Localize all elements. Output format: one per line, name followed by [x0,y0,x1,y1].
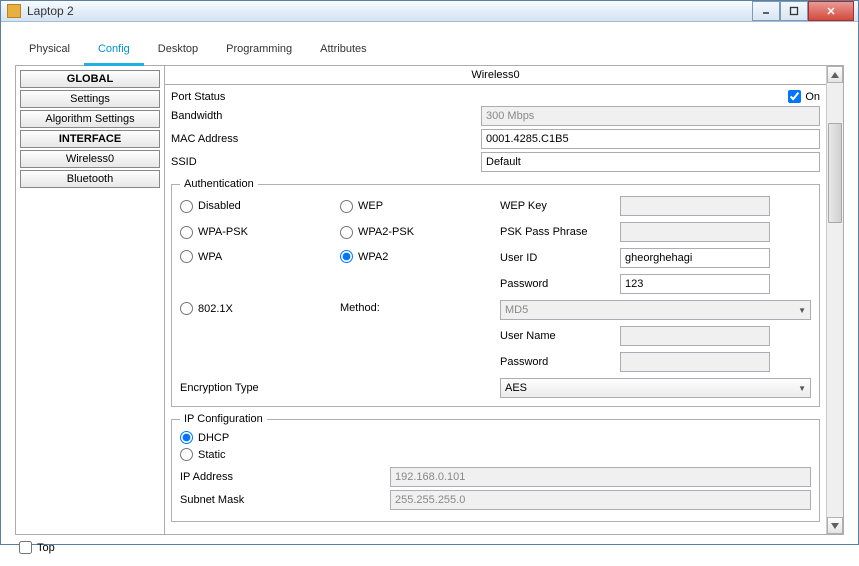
top-label: Top [37,542,55,554]
username-field [620,326,770,346]
panel-title: Wireless0 [165,66,826,85]
scroll-area: Wireless0 Port Status On Bandwidth [165,66,826,534]
scroll-track[interactable] [827,83,843,517]
radio-wpa[interactable]: WPA [180,248,340,263]
radio-disabled[interactable]: Disabled [180,200,340,213]
sidebar: GLOBAL Settings Algorithm Settings INTER… [16,66,164,534]
tabs: Physical Config Desktop Programming Attr… [15,36,844,66]
wep-key-field [620,196,770,216]
userid-field[interactable] [620,248,770,268]
ip-address-row: IP Address [180,467,811,487]
chevron-down-icon: ▼ [798,306,806,315]
scroll-up-button[interactable] [827,66,843,83]
radio-8021x[interactable]: 802.1X [180,300,340,315]
scroll-down-button[interactable] [827,517,843,534]
password2-field [620,352,770,372]
sidebar-header-global[interactable]: GLOBAL [20,70,160,88]
tab-attributes[interactable]: Attributes [306,37,380,66]
tab-config[interactable]: Config [84,37,144,66]
method-select: MD5▼ [500,300,811,320]
port-status-row: Port Status On [171,90,820,103]
sidebar-item-bluetooth[interactable]: Bluetooth [20,170,160,188]
ssid-row: SSID [171,152,820,172]
tab-desktop[interactable]: Desktop [144,37,212,66]
subnet-field [390,490,811,510]
mac-label: MAC Address [171,133,481,145]
radio-dhcp[interactable]: DHCP [180,431,811,444]
chevron-down-icon: ▼ [798,384,806,393]
bottom-bar: Top [15,535,844,558]
password-field[interactable] [620,274,770,294]
content-area: Physical Config Desktop Programming Attr… [1,22,858,566]
wep-key-label: WEP Key [500,200,620,212]
method-label: Method: [340,300,500,314]
enctype-label: Encryption Type [180,382,500,394]
radio-wpa2[interactable]: WPA2 [340,248,500,263]
ip-address-label: IP Address [180,471,390,483]
ip-address-field [390,467,811,487]
bandwidth-label: Bandwidth [171,110,481,122]
titlebar: Laptop 2 [1,1,858,22]
password2-label: Password [500,356,620,368]
mac-row: MAC Address [171,129,820,149]
bandwidth-row: Bandwidth [171,106,820,126]
window-controls [752,1,854,21]
window-title: Laptop 2 [27,4,752,18]
radio-static[interactable]: Static [180,448,811,461]
tab-physical[interactable]: Physical [15,37,84,66]
subnet-row: Subnet Mask [180,490,811,510]
subnet-label: Subnet Mask [180,494,390,506]
auth-fieldset: Authentication Disabled WEP WEP Key WPA-… [171,178,820,407]
port-status-label: Port Status [171,91,301,103]
form-area: Port Status On Bandwidth MAC Address [165,85,826,534]
scroll-thumb[interactable] [828,123,842,223]
userid-label: User ID [500,252,620,264]
auth-grid: Disabled WEP WEP Key WPA-PSK WPA2-PSK PS… [180,196,811,398]
radio-wpa2psk[interactable]: WPA2-PSK [340,226,500,239]
radio-wpapsk[interactable]: WPA-PSK [180,226,340,239]
sidebar-item-wireless0[interactable]: Wireless0 [20,150,160,168]
port-status-on-label: On [805,91,820,103]
ssid-field[interactable] [481,152,820,172]
auth-legend: Authentication [180,178,258,190]
tab-programming[interactable]: Programming [212,37,306,66]
app-icon [7,4,21,18]
radio-wep[interactable]: WEP [340,200,500,213]
ip-legend: IP Configuration [180,413,267,425]
password-label: Password [500,278,620,290]
psk-field [620,222,770,242]
main-panel: Wireless0 Port Status On Bandwidth [164,66,843,534]
tab-body: GLOBAL Settings Algorithm Settings INTER… [15,66,844,535]
close-button[interactable] [808,1,854,21]
ssid-label: SSID [171,156,481,168]
psk-label: PSK Pass Phrase [500,226,620,238]
username-label: User Name [500,330,620,342]
maximize-button[interactable] [780,1,808,21]
port-status-checkbox[interactable] [788,90,801,103]
ip-fieldset: IP Configuration DHCP Static IP Address … [171,413,820,522]
top-checkbox[interactable] [19,541,32,554]
sidebar-header-interface[interactable]: INTERFACE [20,130,160,148]
sidebar-item-algorithm-settings[interactable]: Algorithm Settings [20,110,160,128]
enctype-select[interactable]: AES▼ [500,378,811,398]
vertical-scrollbar[interactable] [826,66,843,534]
sidebar-item-settings[interactable]: Settings [20,90,160,108]
bandwidth-field [481,106,820,126]
app-window: Laptop 2 Physical Config Desktop Program… [0,0,859,545]
minimize-button[interactable] [752,1,780,21]
mac-field[interactable] [481,129,820,149]
